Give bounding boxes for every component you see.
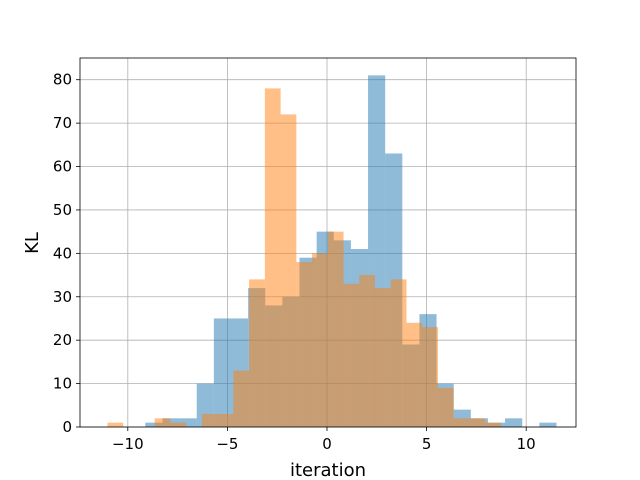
y-tick-label: 40 [53,244,72,262]
histogram-bar-series-1 [145,422,163,427]
histogram-bar-series-2 [406,322,423,427]
histogram-bar-series-2 [453,418,470,427]
y-tick-label: 80 [53,71,72,89]
histogram-bar-series-2 [343,283,360,427]
x-tick-label: −10 [112,435,144,453]
x-tick-label: −5 [216,435,238,453]
histogram-bar-series-1 [505,418,523,427]
y-axis-ticks: 0 10 20 30 40 50 60 70 80 [53,71,80,436]
histogram-bar-series-2 [249,279,265,427]
x-tick-label: 0 [322,435,332,453]
histogram-bar-series-2 [485,422,501,427]
histogram-bar-series-2 [280,114,297,427]
histogram-bar-series-2 [390,279,407,427]
histogram-bar-series-2 [296,262,313,427]
histogram-bar-series-2 [469,418,486,427]
y-tick-label: 60 [53,158,72,176]
y-tick-label: 10 [53,375,72,393]
histogram-bar-series-2 [422,327,438,427]
y-tick-label: 30 [53,288,72,306]
y-tick-label: 0 [62,418,72,436]
y-tick-label: 20 [53,331,72,349]
histogram-bar-series-1 [213,318,231,427]
histogram-bar-series-2 [359,275,376,427]
histogram-bar-series-2 [312,253,328,427]
histogram-bar-series-2 [217,413,234,427]
histogram-bar-series-2 [154,418,171,427]
plot-area-frame [79,57,577,428]
histogram-bar-series-2 [327,231,344,427]
y-tick-label: 70 [53,114,72,132]
x-axis-ticks: −10 −5 0 5 10 [112,427,536,453]
histogram-bar-series-2 [233,370,250,427]
histogram-bar-series-2 [437,387,454,427]
x-tick-label: 10 [517,435,536,453]
y-axis-label: KL [22,232,43,254]
histogram-bar-series-2 [264,88,281,427]
histogram-bar-series-1 [179,418,197,427]
histogram-bar-series-1 [539,422,557,427]
x-axis-label: iteration [290,460,366,480]
histogram-bar-series-2 [107,422,124,427]
histogram-bar-series-2 [201,413,218,427]
y-tick-label: 50 [53,201,72,219]
histogram-bar-series-2 [375,288,391,427]
histogram-bar-series-2 [170,422,187,427]
x-tick-label: 5 [422,435,432,453]
histogram-bars [107,75,557,427]
